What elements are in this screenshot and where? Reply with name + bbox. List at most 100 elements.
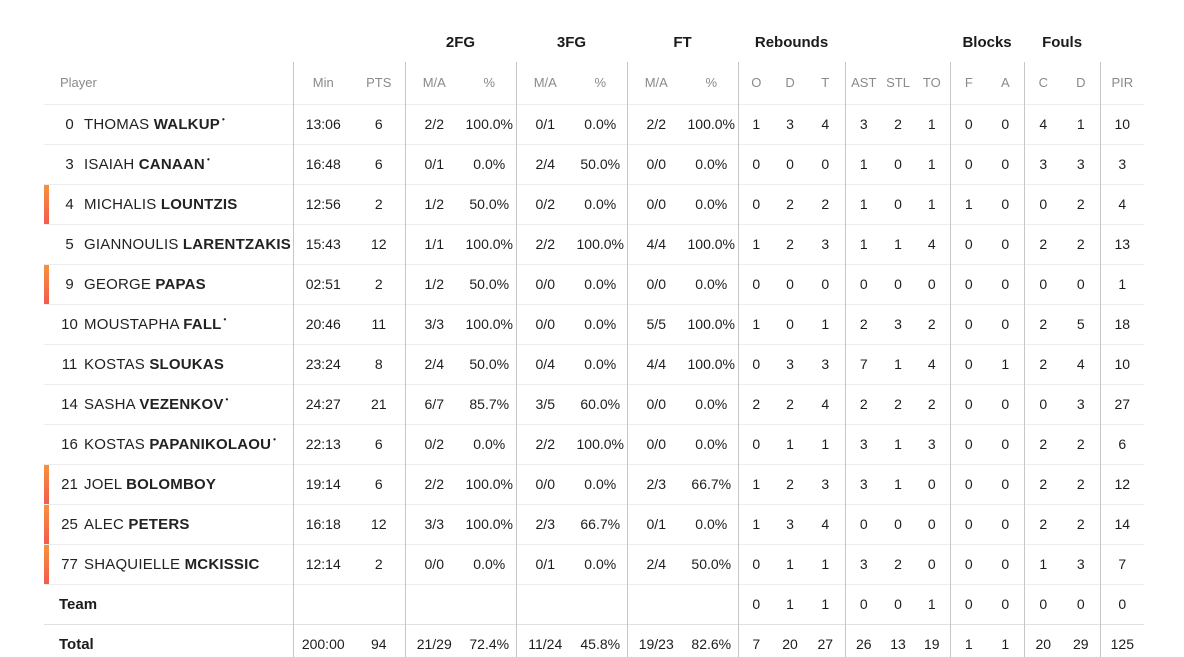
player-last-name: CANAAN <box>138 156 205 173</box>
stat-2fg-ma: 1/1 <box>405 223 463 264</box>
col-header-3fg-ma: M/A <box>533 75 557 91</box>
player-last-name: FALL <box>183 316 222 333</box>
stat-foul-c: 3 <box>1024 143 1063 184</box>
player-cell: 3 ISAIAH CANAAN • <box>44 143 294 184</box>
stat-2fg-ma: 6/7 <box>405 383 463 424</box>
stat-blk-f: 1 <box>950 623 988 657</box>
starter-mark: • <box>223 315 227 324</box>
stat-to: 1 <box>914 103 951 144</box>
stat-foul-d: 0 <box>1062 583 1101 624</box>
player-first-name: MOUSTAPHA <box>84 316 179 333</box>
stat-stl: 2 <box>882 103 915 144</box>
player-first-name: KOSTAS <box>84 355 145 373</box>
stat-ast: 1 <box>845 143 883 184</box>
stat-3fg-ma: 0/1 <box>516 103 574 144</box>
stat-ft-ma: 2/2 <box>627 103 685 144</box>
col-header-blk-f: F <box>964 75 973 91</box>
stat-ast: 1 <box>845 223 883 264</box>
stat-blk-a: 0 <box>987 503 1025 544</box>
col-header-blk-a: A <box>987 62 1025 104</box>
stat-3fg-ma <box>516 583 574 624</box>
stat-reb-o: 0 <box>738 343 775 384</box>
stat-pts: 11 <box>353 303 406 344</box>
stat-reb-o: 1 <box>738 463 775 504</box>
stat-foul-d: 1 <box>1062 103 1101 144</box>
stat-to: 0 <box>914 463 951 504</box>
stat-blk-a: 0 <box>987 103 1025 144</box>
player-last-name: LARENTZAKIS <box>182 235 291 253</box>
row-label: Team <box>59 595 98 613</box>
stat-foul-c: 0 <box>1024 183 1063 224</box>
stat-ft-ma: 5/5 <box>627 303 685 344</box>
stat-reb-d: 20 <box>774 623 807 657</box>
stat-ast: 3 <box>845 463 883 504</box>
player-name: SHAQUIELLE MCKISSIC <box>84 556 260 573</box>
stat-3fg-ma: 0/1 <box>516 543 574 584</box>
stat-3fg-pct <box>574 583 628 624</box>
stat-stl: 3 <box>882 303 915 344</box>
player-row: 10 MOUSTAPHA FALL • 20:46 11 3/3 100.0% 0/… <box>44 303 1145 344</box>
stat-reb-d: 0 <box>774 303 807 344</box>
stat-3fg-pct: 100.0% <box>574 223 628 264</box>
stat-ast: 3 <box>845 543 883 584</box>
player-first-name: MICHALIS <box>84 195 157 213</box>
stat-pir: 125 <box>1100 623 1145 657</box>
stat-ast: 3 <box>845 103 883 144</box>
player-name: ISAIAH CANAAN • <box>84 155 210 173</box>
stat-blk-f: 0 <box>950 343 988 384</box>
stat-blk-a: 0 <box>987 303 1025 344</box>
player-row: 0 THOMAS WALKUP • 13:06 6 2/2 100.0% 0/1 0… <box>44 103 1145 144</box>
spacer <box>44 22 293 62</box>
stat-2fg-ma: 3/3 <box>405 503 463 544</box>
oncourt-indicator <box>44 504 49 544</box>
col-header-foul-c: C <box>1038 75 1048 91</box>
player-row: 11 KOSTAS SLOUKAS 23:24 8 2/4 50.0% 0/4 0… <box>44 343 1145 384</box>
stat-reb-t: 0 <box>806 143 846 184</box>
stat-3fg-ma: 0/0 <box>516 303 574 344</box>
stat-reb-o: 0 <box>738 423 775 464</box>
stat-reb-o: 0 <box>738 183 775 224</box>
player-cell: 5 GIANNOULIS LARENTZAKIS <box>44 223 294 264</box>
player-last-name: BOLOMBOY <box>126 475 217 493</box>
stat-ft-pct: 0.0% <box>685 383 739 424</box>
stat-blk-a: 0 <box>987 223 1025 264</box>
stat-pir: 0 <box>1100 583 1145 624</box>
stat-3fg-pct: 0.0% <box>574 103 628 144</box>
stat-min: 16:18 <box>293 503 353 544</box>
stat-ft-ma: 0/1 <box>627 503 685 544</box>
stat-pir: 4 <box>1100 183 1145 224</box>
player-name: THOMAS WALKUP • <box>84 115 225 133</box>
stat-blk-a: 0 <box>987 383 1025 424</box>
stat-min: 13:06 <box>293 103 353 144</box>
stat-3fg-pct: 0.0% <box>574 463 628 504</box>
stat-ast: 26 <box>845 623 883 657</box>
stat-to: 2 <box>914 303 951 344</box>
stat-min: 200:00 <box>293 623 353 657</box>
stat-foul-d: 0 <box>1062 263 1101 304</box>
stat-ft-ma: 0/0 <box>627 423 685 464</box>
stat-foul-d: 3 <box>1062 143 1101 184</box>
col-header-2fg-ma: M/A <box>422 75 446 91</box>
player-number: 9 <box>65 275 74 293</box>
col-header-min: Min <box>312 75 334 91</box>
spacer <box>845 22 950 62</box>
stat-reb-d: 0 <box>774 143 807 184</box>
stat-2fg-pct: 100.0% <box>463 303 517 344</box>
stat-reb-o: 7 <box>738 623 775 657</box>
stat-2fg-pct: 100.0% <box>463 223 517 264</box>
stat-pts: 2 <box>353 543 406 584</box>
player-name: GEORGE PAPAS <box>84 276 206 293</box>
stat-reb-d: 0 <box>774 263 807 304</box>
stat-reb-o: 1 <box>738 303 775 344</box>
stat-foul-d: 2 <box>1062 423 1101 464</box>
player-name: KOSTAS SLOUKAS <box>84 356 224 373</box>
player-number: 14 <box>61 396 78 413</box>
player-last-name: PAPAS <box>155 275 206 293</box>
stat-ft-pct: 100.0% <box>685 343 739 384</box>
stat-foul-c: 0 <box>1024 583 1063 624</box>
stat-stl: 0 <box>882 143 915 184</box>
player-last-name: PAPANIKOLAOU <box>149 436 272 453</box>
player-first-name: ALEC <box>84 515 124 533</box>
stat-foul-c: 0 <box>1024 383 1063 424</box>
stat-reb-t: 3 <box>806 223 846 264</box>
